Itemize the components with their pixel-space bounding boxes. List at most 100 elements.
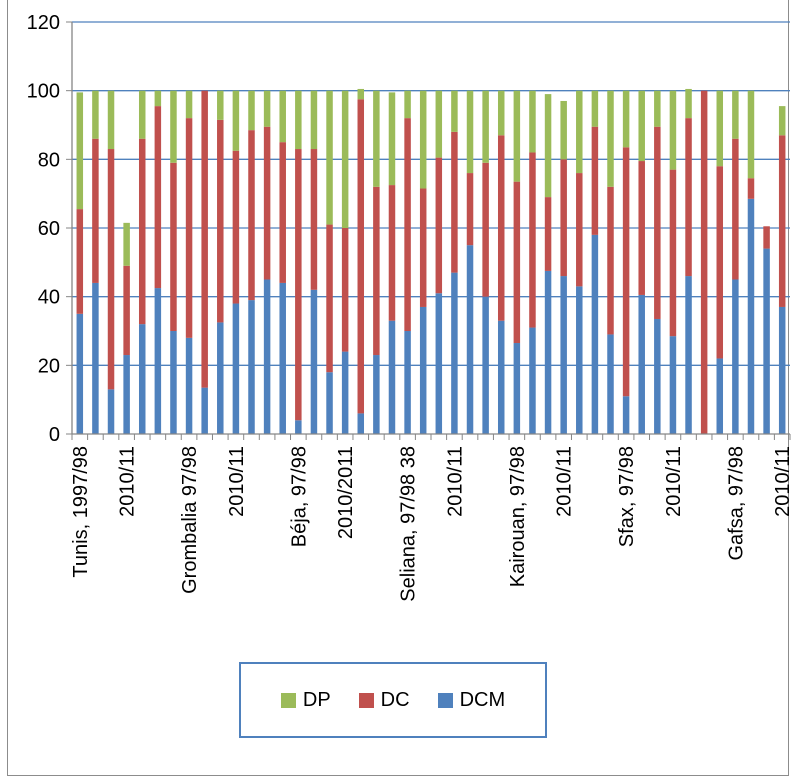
- x-category-label: Gafsa, 97/98: [725, 446, 747, 561]
- bar-segment-dcm: [451, 272, 458, 434]
- bar-segment-dp: [685, 88, 692, 119]
- bar-segment-dc: [170, 162, 177, 331]
- bar-segment-dcm: [357, 413, 365, 434]
- bar-segment-dcm: [669, 336, 677, 434]
- bar-segment-dcm: [654, 318, 661, 434]
- bar-segment-dcm: [638, 294, 645, 434]
- bar-segment-dp: [326, 90, 333, 225]
- bar-segment-dcm: [591, 234, 599, 434]
- bar-segment-dcm: [107, 389, 115, 434]
- bar-segment-dc: [747, 178, 755, 199]
- bar-segment-dc: [716, 166, 724, 359]
- y-tick-label: 80: [38, 149, 60, 171]
- bar-segment-dc: [435, 157, 443, 294]
- bar-segment-dc: [544, 197, 552, 271]
- bar-segment-dcm: [466, 245, 474, 434]
- bar-segment-dcm: [232, 303, 240, 434]
- bar-segment-dp: [263, 90, 271, 127]
- bar-segment-dp: [295, 90, 302, 150]
- x-category-label: 2010/2011: [335, 446, 357, 539]
- bar-segment-dc: [201, 90, 208, 388]
- bar-segment-dc: [373, 186, 380, 356]
- bar-segment-dc: [295, 149, 302, 421]
- bar-segment-dcm: [419, 306, 427, 434]
- bar-segment-dp: [466, 90, 474, 174]
- bar-segment-dc: [763, 226, 770, 249]
- bar-segment-dc: [92, 138, 99, 283]
- bar-segment-dcm: [92, 282, 99, 434]
- bar-segment-dcm: [497, 320, 505, 434]
- y-tick-label: 120: [27, 12, 60, 34]
- bar-segment-dc: [232, 150, 240, 304]
- bar-segment-dcm: [76, 313, 84, 434]
- bar-segment-dp: [529, 90, 536, 153]
- bar-segment-dp: [544, 94, 552, 198]
- bar-segment-dcm: [622, 396, 630, 434]
- bar-segment-dc: [778, 135, 786, 307]
- bar-segment-dp: [576, 90, 583, 174]
- bar-segment-dcm: [341, 351, 349, 434]
- bar-segment-dc: [279, 142, 286, 283]
- bar-segment-dcm: [544, 270, 552, 434]
- legend-swatch-dp: [280, 692, 296, 708]
- bar-segment-dp: [419, 90, 427, 189]
- y-tick-label: 0: [49, 424, 60, 446]
- bar-segment-dp: [497, 90, 505, 136]
- bar-segment-dcm: [263, 279, 271, 434]
- x-category-label: 2010/11: [772, 446, 794, 517]
- bar-segment-dcm: [763, 248, 770, 434]
- bar-segment-dp: [154, 90, 162, 107]
- bar-segment-dcm: [279, 282, 286, 434]
- bar-segment-dp: [92, 90, 99, 139]
- bar-segment-dc: [185, 118, 193, 338]
- bar-segment-dc: [669, 169, 677, 337]
- legend-swatch-dc: [358, 692, 374, 708]
- bar-segment-dcm: [138, 324, 146, 434]
- bar-segment-dp: [622, 90, 630, 148]
- x-category-label: 2010/11: [444, 446, 466, 517]
- bar-segment-dcm: [560, 276, 567, 434]
- bar-segment-dcm: [685, 276, 692, 434]
- y-tick-label: 40: [38, 287, 60, 309]
- bar-segment-dc: [560, 159, 567, 277]
- bar-segment-dcm: [123, 355, 130, 434]
- x-category-label: Seliana, 97/98 38: [398, 446, 420, 602]
- legend-item-dp: DP: [280, 689, 331, 712]
- bar-segment-dp: [185, 90, 193, 119]
- bar-segment-dp: [170, 90, 177, 163]
- bar-segment-dp: [404, 90, 411, 119]
- bar-segment-dp: [279, 90, 286, 143]
- bar-segment-dc: [326, 224, 333, 373]
- bar-segment-dcm: [326, 372, 333, 434]
- bar-segment-dc: [341, 228, 349, 352]
- bar-segment-dcm: [373, 355, 380, 434]
- bar-segment-dc: [123, 265, 130, 356]
- bar-segment-dcm: [310, 289, 318, 434]
- bar-segment-dp: [217, 90, 224, 120]
- bar-segment-dp: [107, 90, 115, 150]
- bar-segment-dp: [513, 90, 521, 182]
- x-category-label: Tunis, 1997/98: [70, 446, 92, 578]
- bar-segment-dcm: [529, 327, 536, 434]
- bar-segment-dp: [607, 90, 614, 187]
- bar-segment-dp: [638, 90, 645, 162]
- bar-segment-dp: [248, 90, 255, 131]
- legend-label-dc: DC: [380, 688, 410, 711]
- bar-segment-dp: [451, 90, 458, 132]
- legend-item-dcm: DCM: [437, 689, 505, 712]
- x-category-label: 2010/11: [226, 446, 248, 517]
- bar-segment-dcm: [404, 331, 411, 434]
- bar-segment-dcm: [482, 296, 489, 434]
- x-category-label: Béja, 97/98: [288, 446, 310, 547]
- bar-segment-dc: [529, 152, 536, 328]
- bar-segment-dp: [669, 90, 677, 170]
- bar-segment-dp: [373, 90, 380, 187]
- chart-legend: DP DC DCM: [239, 662, 547, 738]
- y-tick-label: 60: [38, 218, 60, 240]
- bar-segment-dp: [654, 90, 661, 127]
- bar-segment-dc: [154, 106, 162, 289]
- bar-segment-dp: [357, 88, 365, 100]
- bar-segment-dc: [700, 90, 708, 435]
- bar-segment-dc: [217, 119, 224, 323]
